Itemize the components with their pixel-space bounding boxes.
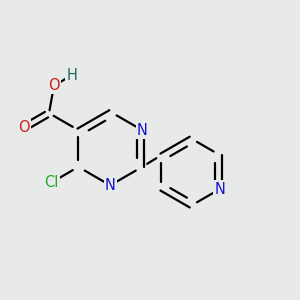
Text: O: O (18, 120, 29, 135)
Text: N: N (137, 123, 148, 138)
Text: Cl: Cl (44, 175, 59, 190)
Text: H: H (66, 68, 77, 83)
Text: N: N (214, 182, 225, 196)
Text: N: N (105, 178, 116, 193)
Text: O: O (48, 78, 60, 93)
